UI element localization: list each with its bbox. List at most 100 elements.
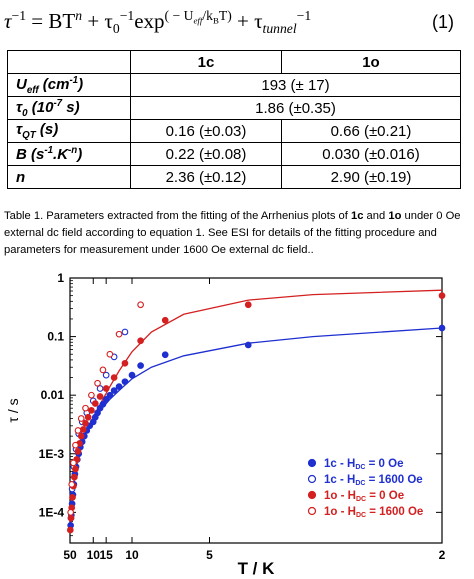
data-point bbox=[115, 383, 123, 390]
row-label: τ0 (10-7 s) bbox=[7, 96, 131, 120]
table-row: n 2.36 (±0.12) 2.90 (±0.19) bbox=[7, 165, 462, 189]
data-point bbox=[106, 350, 114, 358]
data-point bbox=[68, 481, 76, 488]
eq-tun-sup: −1 bbox=[296, 8, 312, 23]
table-cell: 0.22 (±0.08) bbox=[130, 142, 282, 166]
data-point bbox=[102, 395, 110, 403]
data-point bbox=[438, 292, 446, 299]
data-point bbox=[106, 391, 114, 399]
data-point bbox=[82, 420, 89, 427]
table-header-cell: 1o bbox=[280, 50, 462, 74]
data-point bbox=[77, 415, 85, 422]
row-label: B (s-1.K-n) bbox=[7, 142, 131, 166]
x-tick-label: 15 bbox=[99, 548, 113, 562]
data-point bbox=[74, 447, 82, 455]
data-point bbox=[102, 371, 110, 379]
data-point bbox=[88, 391, 95, 399]
row-label: n bbox=[7, 165, 131, 189]
table-cell: 0.16 (±0.03) bbox=[130, 119, 282, 143]
data-point bbox=[79, 426, 87, 433]
table-cell: 2.36 (±0.12) bbox=[130, 165, 282, 189]
data-point bbox=[82, 404, 89, 412]
x-tick-label: 50 bbox=[63, 548, 77, 562]
y-tick-label: 1E-3 bbox=[39, 447, 65, 461]
eq-tau: τ bbox=[4, 9, 12, 33]
eq-tau0-sup: −1 bbox=[119, 8, 135, 23]
data-point bbox=[110, 374, 118, 381]
data-point bbox=[137, 362, 144, 369]
eq-exp: exp bbox=[134, 9, 165, 33]
x-tick-label: 2 bbox=[439, 548, 446, 562]
table-header-row: 1c 1o bbox=[7, 50, 462, 74]
data-point bbox=[128, 371, 136, 379]
data-point bbox=[161, 316, 169, 324]
table-row: τQT (s) 0.16 (±0.03) 0.66 (±0.21) bbox=[7, 119, 462, 143]
data-point bbox=[70, 459, 77, 467]
eq-tun-sub: tunnel bbox=[262, 21, 297, 37]
data-point bbox=[67, 509, 74, 516]
data-point bbox=[71, 473, 78, 481]
y-axis-title: τ / s bbox=[5, 398, 21, 422]
row-label: Ueff (cm-1) bbox=[7, 73, 131, 97]
data-point bbox=[161, 351, 169, 359]
data-point bbox=[99, 366, 107, 374]
y-tick-label: 1 bbox=[57, 271, 64, 285]
data-point bbox=[121, 359, 129, 367]
x-tick-label: 10 bbox=[87, 548, 101, 562]
data-point bbox=[137, 301, 144, 309]
equation-number: (1) bbox=[432, 12, 454, 32]
data-point bbox=[121, 328, 129, 336]
legend-marker bbox=[307, 490, 317, 500]
data-point bbox=[244, 301, 252, 309]
data-point bbox=[66, 526, 74, 534]
data-point bbox=[77, 432, 85, 440]
x-tick-label: 5 bbox=[206, 548, 213, 562]
table-cell: 2.90 (±0.19) bbox=[280, 165, 462, 189]
data-point bbox=[96, 385, 104, 392]
data-point bbox=[244, 341, 252, 349]
data-point bbox=[110, 387, 118, 394]
legend-label: 1c - HDC = 1600 Oe bbox=[324, 474, 423, 487]
table-row: Ueff (cm-1) 193 (± 17) bbox=[7, 73, 461, 97]
data-point bbox=[69, 494, 76, 501]
data-point bbox=[84, 413, 92, 421]
data-point bbox=[438, 324, 446, 332]
eq-exp-mid: /k bbox=[202, 8, 213, 23]
legend-label: 1o - HDC = 1600 Oe bbox=[324, 506, 423, 519]
x-axis-title: T / K bbox=[238, 559, 276, 578]
eq-tau0-sub: 0 bbox=[112, 21, 120, 37]
table-cell-merged: 1.86 (±0.35) bbox=[130, 96, 461, 120]
y-tick-label: 0.1 bbox=[47, 330, 64, 344]
eq-exp-pre: ( − U bbox=[164, 8, 194, 23]
x-tick-label: 10 bbox=[125, 548, 139, 562]
eq-sup: −1 bbox=[11, 8, 27, 23]
equation-formula: τ−1 = BTn + τ0−1exp( − Ueff/kBT) + τtunn… bbox=[4, 8, 311, 37]
eq-exp-sub: eff bbox=[193, 15, 203, 26]
data-point bbox=[115, 330, 123, 338]
data-point bbox=[72, 441, 79, 449]
table-header-cell: 1c bbox=[130, 50, 282, 74]
table-caption: Table 1. Parameters extracted from the f… bbox=[4, 210, 461, 256]
legend-marker bbox=[307, 458, 317, 468]
table-cell-merged: 193 (± 17) bbox=[130, 73, 461, 97]
data-point bbox=[137, 337, 144, 345]
eq-exp-sub2: B bbox=[212, 15, 219, 26]
eq-bt: = BT bbox=[26, 9, 76, 33]
data-point bbox=[99, 400, 107, 408]
row-label: τQT (s) bbox=[7, 119, 131, 143]
legend-marker bbox=[307, 474, 317, 484]
data-point bbox=[102, 385, 110, 392]
table-row: τ0 (10-7 s) 1.86 (±0.35) bbox=[7, 96, 461, 120]
data-point bbox=[72, 465, 79, 473]
eq-exp-post: T) bbox=[218, 8, 232, 23]
data-point bbox=[67, 514, 75, 522]
legend-label: 1o - HDC = 0 Oe bbox=[324, 490, 404, 503]
table-cell: 0.66 (±0.21) bbox=[280, 119, 462, 143]
table-header-cell bbox=[7, 50, 131, 74]
eq-plus2: + τ bbox=[231, 9, 263, 33]
eq-n: n bbox=[75, 8, 83, 23]
table-cell: 0.030 (±0.016) bbox=[280, 142, 462, 166]
equation: τ−1 = BTn + τ0−1exp( − Ueff/kBT) + τtunn… bbox=[4, 4, 470, 44]
plot-frame bbox=[69, 277, 443, 544]
y-tick-label: 1E-4 bbox=[39, 505, 65, 519]
